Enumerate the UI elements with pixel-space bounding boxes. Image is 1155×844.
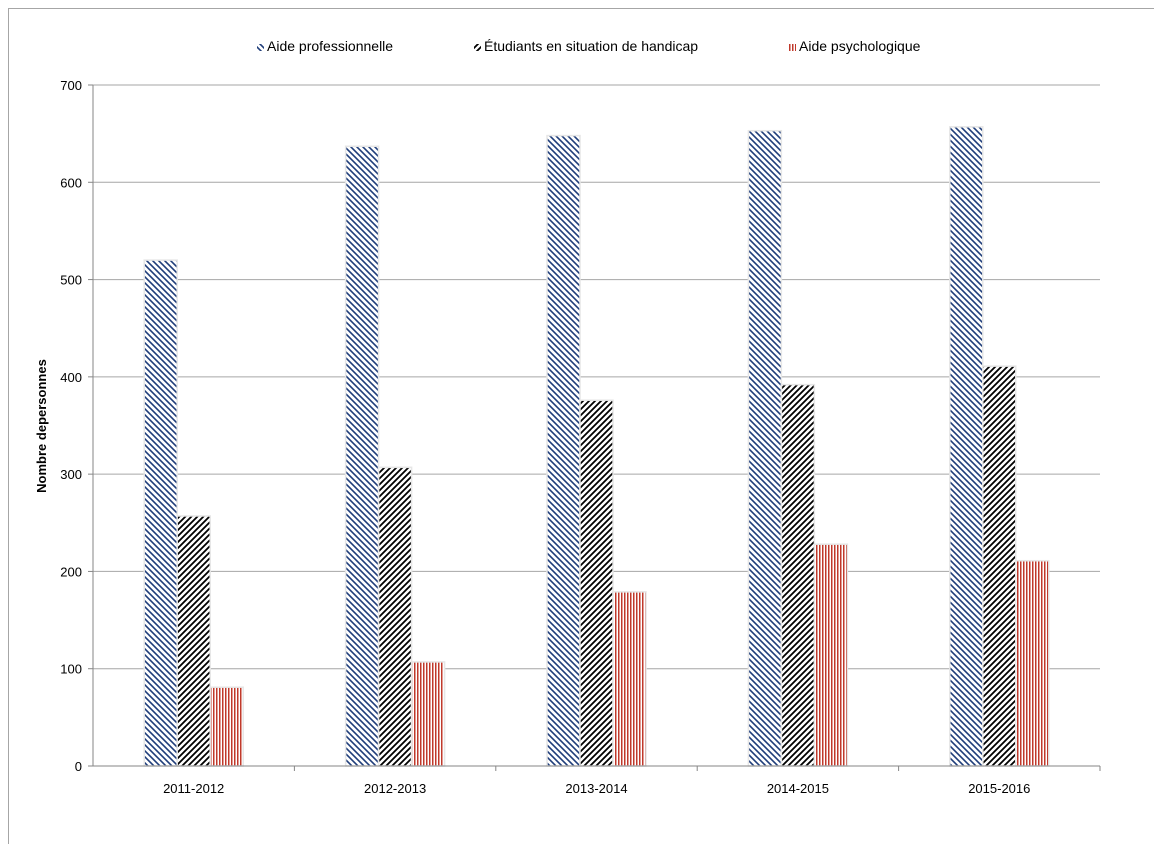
legend-swatch — [789, 44, 796, 51]
legend-label: Aide psychologique — [799, 38, 921, 54]
legend: Aide professionnelle Étudiants en situati… — [257, 38, 921, 54]
y-tick-label: 500 — [60, 273, 82, 288]
bar — [747, 129, 783, 767]
bar — [579, 399, 614, 767]
bar — [780, 383, 816, 767]
chart-frame — [8, 8, 1154, 844]
bar — [209, 686, 244, 767]
bar — [813, 543, 849, 767]
x-tick-label: 2013-2014 — [565, 781, 627, 796]
bar — [143, 259, 178, 767]
bar — [410, 661, 446, 767]
y-tick-label: 0 — [75, 759, 82, 774]
x-tick-label: 2015-2016 — [968, 781, 1030, 796]
y-tick-label: 300 — [60, 467, 82, 482]
bar — [612, 591, 647, 767]
x-tick-label: 2014-2015 — [767, 781, 829, 796]
y-tick-label: 400 — [60, 370, 82, 385]
legend-swatch — [257, 44, 264, 51]
y-tick-label: 100 — [60, 662, 82, 677]
bars — [143, 126, 1050, 767]
bar — [546, 134, 581, 767]
y-axis-title: Nombre depersonnes — [34, 359, 49, 493]
axes: 0 100 200 300 400 500 600 700 2011-2012 2012-2013… — [60, 78, 1101, 796]
x-tick-label: 2011-2012 — [163, 781, 224, 796]
bar — [982, 365, 1017, 767]
legend-label: Aide professionnelle — [267, 38, 393, 54]
y-tick-label: 200 — [60, 564, 82, 579]
legend-label: Étudiants en situation de handicap — [484, 38, 698, 54]
bar — [1015, 559, 1050, 767]
y-tick-label: 700 — [60, 78, 82, 93]
y-tick-label: 600 — [60, 175, 82, 190]
bar — [949, 126, 984, 767]
bar — [377, 466, 413, 767]
x-tick-label: 2012-2013 — [364, 781, 426, 796]
bar — [176, 515, 211, 767]
bar — [344, 145, 380, 767]
legend-swatch — [474, 44, 481, 51]
